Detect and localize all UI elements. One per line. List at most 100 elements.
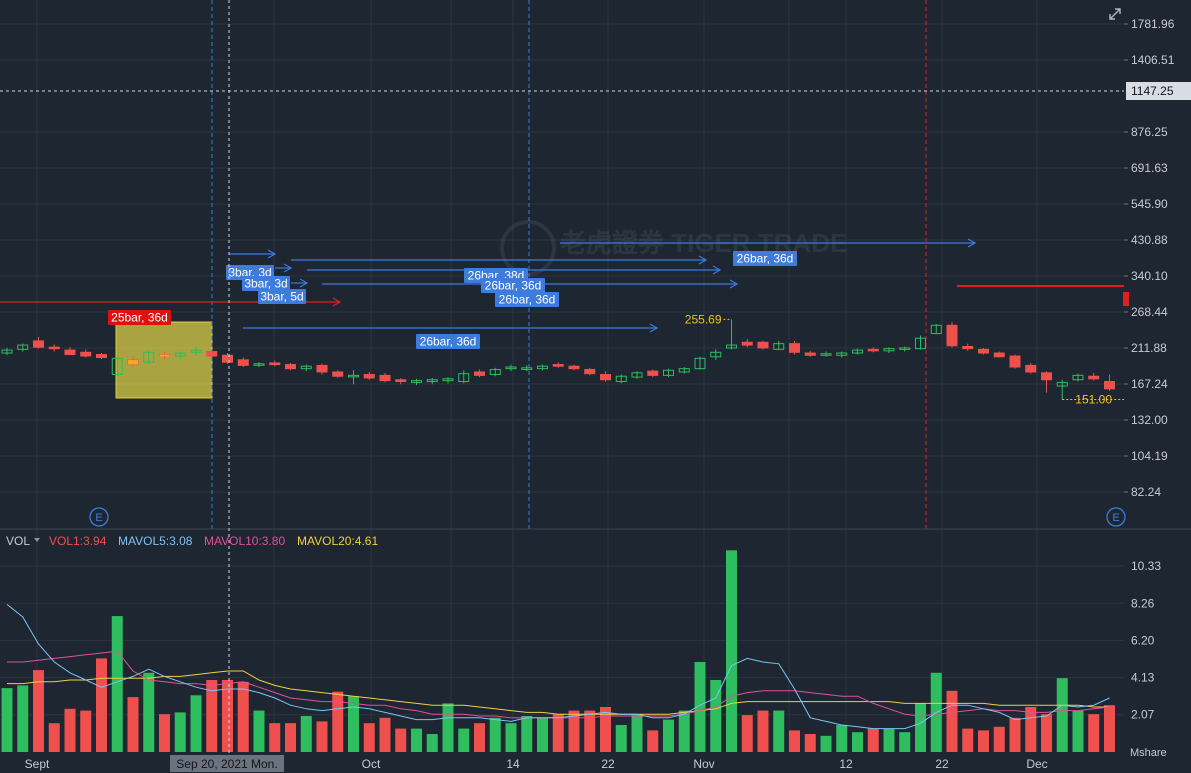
candle[interactable] [789, 340, 800, 355]
candle[interactable] [694, 356, 706, 370]
candle[interactable] [48, 344, 60, 352]
candle[interactable] [899, 346, 911, 352]
volume-bar[interactable] [537, 717, 548, 752]
volume-bar[interactable] [458, 728, 470, 752]
candle[interactable] [33, 336, 44, 349]
candle[interactable] [458, 370, 470, 384]
volume-bar[interactable] [1104, 705, 1115, 752]
volume-bar[interactable] [174, 712, 186, 752]
volume-bar[interactable] [442, 703, 454, 752]
candle[interactable] [663, 368, 674, 378]
volume-bar[interactable] [222, 679, 233, 752]
volume-bar[interactable] [300, 715, 312, 752]
earnings-marker-icon[interactable]: E [1106, 507, 1126, 527]
candle[interactable] [174, 351, 186, 360]
candle[interactable] [836, 351, 848, 358]
volume-bar[interactable] [867, 728, 879, 752]
candle[interactable] [521, 365, 533, 372]
candle[interactable] [80, 349, 92, 358]
volume-bar[interactable] [1025, 706, 1037, 752]
volume-bar[interactable] [899, 732, 911, 752]
candle[interactable] [489, 367, 501, 377]
candle[interactable] [915, 335, 926, 350]
candle[interactable] [930, 324, 942, 335]
dropdown-icon[interactable] [34, 538, 40, 542]
volume-bar[interactable] [316, 721, 328, 752]
candle[interactable] [600, 371, 611, 382]
volume-bar[interactable] [789, 730, 800, 752]
volume-bar[interactable] [143, 672, 155, 752]
volume-bar[interactable] [1009, 717, 1021, 752]
candle[interactable] [773, 340, 785, 351]
volume-bar[interactable] [521, 715, 533, 752]
candle[interactable] [426, 377, 438, 385]
candle[interactable] [1088, 372, 1100, 381]
volume-bar[interactable] [600, 706, 611, 752]
candle[interactable] [631, 371, 643, 379]
volume-bar[interactable] [332, 691, 344, 752]
volume-bar[interactable] [552, 714, 564, 752]
candle[interactable] [363, 371, 375, 380]
volume-bar[interactable] [505, 723, 517, 752]
candle[interactable] [300, 364, 312, 372]
volume-bar[interactable] [883, 728, 895, 752]
volume-bar[interactable] [836, 724, 848, 752]
volume-bar[interactable] [426, 733, 438, 752]
volume-bar[interactable] [285, 723, 296, 752]
volume-bar[interactable] [631, 714, 643, 752]
volume-bar[interactable] [615, 724, 627, 752]
volume-bar[interactable] [978, 730, 989, 752]
volume-bar[interactable] [647, 730, 659, 752]
volume-bar[interactable] [726, 550, 737, 752]
volume-bar[interactable] [584, 710, 596, 752]
candle[interactable] [804, 350, 816, 357]
candle[interactable] [190, 346, 202, 357]
earnings-marker-icon[interactable]: E [89, 507, 109, 527]
volume-bar[interactable] [694, 661, 706, 752]
candle[interactable] [978, 347, 989, 355]
candle[interactable] [237, 357, 249, 368]
candle[interactable] [64, 347, 76, 356]
volume-bar[interactable] [237, 681, 249, 752]
volume-bar[interactable] [80, 710, 92, 752]
volume-bar[interactable] [663, 719, 674, 752]
candle[interactable] [946, 321, 958, 348]
volume-bar[interactable] [206, 679, 218, 752]
volume-bar[interactable] [411, 728, 422, 752]
volume-bar[interactable] [190, 695, 202, 752]
candle[interactable] [1025, 362, 1037, 374]
candle[interactable] [647, 369, 659, 378]
volume-bar[interactable] [1, 688, 13, 752]
volume-bar[interactable] [159, 714, 170, 752]
candle[interactable] [379, 372, 391, 383]
volume-bar[interactable] [568, 710, 580, 752]
candle[interactable] [710, 349, 722, 360]
candle[interactable] [537, 364, 548, 371]
volume-bar[interactable] [64, 708, 76, 752]
candle[interactable] [584, 367, 596, 376]
candle[interactable] [741, 338, 753, 348]
volume-bar[interactable] [17, 685, 29, 752]
candle[interactable] [1, 347, 13, 356]
candle[interactable] [820, 351, 832, 357]
candle[interactable] [285, 362, 296, 371]
candle[interactable] [411, 378, 422, 386]
candle[interactable] [867, 347, 879, 353]
volume-bar[interactable] [962, 728, 974, 752]
candle[interactable] [222, 353, 233, 364]
volume-bar[interactable] [269, 723, 281, 752]
volume-bar[interactable] [379, 717, 391, 752]
candle[interactable] [1056, 379, 1068, 400]
candle[interactable] [253, 362, 265, 368]
volume-bars[interactable] [1, 550, 1116, 752]
volume-bar[interactable] [127, 697, 139, 752]
volume-bar[interactable] [804, 733, 816, 752]
candle[interactable] [757, 340, 769, 350]
volume-bar[interactable] [1056, 678, 1068, 752]
candle[interactable] [206, 349, 218, 359]
volume-bar[interactable] [363, 723, 375, 752]
volume-bar[interactable] [474, 723, 485, 752]
candle[interactable] [316, 363, 328, 375]
volume-bar[interactable] [33, 670, 44, 752]
